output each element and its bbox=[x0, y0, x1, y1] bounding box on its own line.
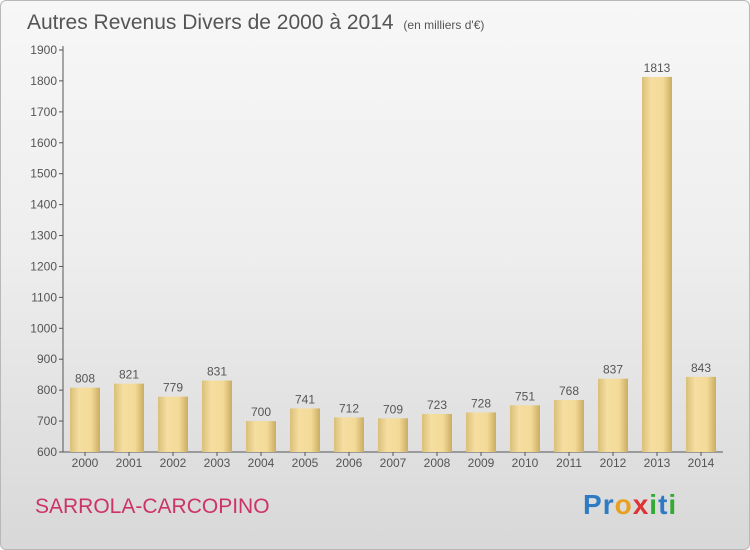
data-label: 712 bbox=[339, 401, 359, 415]
bar bbox=[114, 383, 144, 452]
data-label: 821 bbox=[119, 368, 139, 382]
logo-letter: P bbox=[583, 489, 603, 520]
bar bbox=[466, 412, 496, 452]
data-label: 751 bbox=[515, 389, 535, 403]
y-tick-label: 1800 bbox=[30, 74, 57, 88]
y-tick-label: 1000 bbox=[30, 321, 57, 335]
data-label: 741 bbox=[295, 392, 315, 406]
proxiti-logo: Proxiti bbox=[583, 489, 677, 521]
bar bbox=[334, 417, 364, 452]
bar bbox=[290, 408, 320, 452]
x-tick-label: 2008 bbox=[424, 456, 451, 470]
data-label: 723 bbox=[427, 398, 447, 412]
logo-letter: t bbox=[658, 489, 669, 520]
data-label: 709 bbox=[383, 402, 403, 416]
y-tick-label: 1700 bbox=[30, 105, 57, 119]
y-tick-label: 1400 bbox=[30, 198, 57, 212]
data-label: 728 bbox=[471, 396, 491, 410]
data-label: 1813 bbox=[644, 61, 671, 75]
data-label: 768 bbox=[559, 384, 579, 398]
data-label: 700 bbox=[251, 405, 271, 419]
x-tick-label: 2005 bbox=[292, 456, 319, 470]
y-tick-label: 1200 bbox=[30, 259, 57, 273]
logo-letter: r bbox=[602, 489, 615, 520]
logo-letter: o bbox=[614, 489, 633, 520]
logo-letter: i bbox=[649, 489, 659, 520]
bar bbox=[70, 387, 100, 452]
data-label: 831 bbox=[207, 365, 227, 379]
bar bbox=[202, 380, 232, 452]
x-tick-label: 2001 bbox=[116, 456, 143, 470]
y-tick-label: 1900 bbox=[30, 43, 57, 57]
x-tick-label: 2002 bbox=[160, 456, 187, 470]
logo-letter: i bbox=[668, 489, 678, 520]
y-tick-label: 800 bbox=[37, 383, 57, 397]
bar bbox=[422, 413, 452, 452]
x-tick-label: 2014 bbox=[688, 456, 715, 470]
bar bbox=[554, 400, 584, 452]
chart-title-text: Autres Revenus Divers de 2000 à 2014 bbox=[27, 11, 394, 34]
y-tick-label: 1600 bbox=[30, 136, 57, 150]
municipality-name: SARROLA-CARCOPINO bbox=[35, 495, 270, 518]
x-tick-label: 2003 bbox=[204, 456, 231, 470]
data-label: 843 bbox=[691, 361, 711, 375]
y-tick-label: 1100 bbox=[31, 290, 57, 304]
x-tick-label: 2012 bbox=[600, 456, 627, 470]
y-tick-label: 600 bbox=[37, 445, 57, 459]
chart-subtitle: (en milliers d'€) bbox=[403, 18, 485, 32]
bar bbox=[158, 396, 188, 452]
bar bbox=[686, 376, 716, 452]
y-tick-label: 700 bbox=[37, 414, 57, 428]
data-label: 837 bbox=[603, 363, 623, 377]
bar bbox=[378, 418, 408, 452]
bar bbox=[598, 378, 628, 452]
x-tick-label: 2000 bbox=[72, 456, 99, 470]
x-tick-label: 2009 bbox=[468, 456, 495, 470]
chart-title: Autres Revenus Divers de 2000 à 2014 (en… bbox=[27, 11, 484, 35]
bar bbox=[642, 76, 672, 452]
y-tick-label: 1500 bbox=[30, 167, 57, 181]
y-tick-label: 1300 bbox=[30, 229, 57, 243]
x-tick-label: 2006 bbox=[336, 456, 363, 470]
logo-letter: x bbox=[632, 489, 650, 520]
bar bbox=[246, 421, 276, 452]
data-label: 808 bbox=[75, 372, 95, 386]
bar bbox=[510, 405, 540, 452]
x-tick-label: 2004 bbox=[248, 456, 275, 470]
y-tick-label: 900 bbox=[37, 352, 57, 366]
data-label: 779 bbox=[163, 381, 183, 395]
x-tick-label: 2013 bbox=[644, 456, 671, 470]
x-tick-label: 2010 bbox=[512, 456, 539, 470]
x-tick-label: 2011 bbox=[556, 456, 582, 470]
x-tick-label: 2007 bbox=[380, 456, 407, 470]
